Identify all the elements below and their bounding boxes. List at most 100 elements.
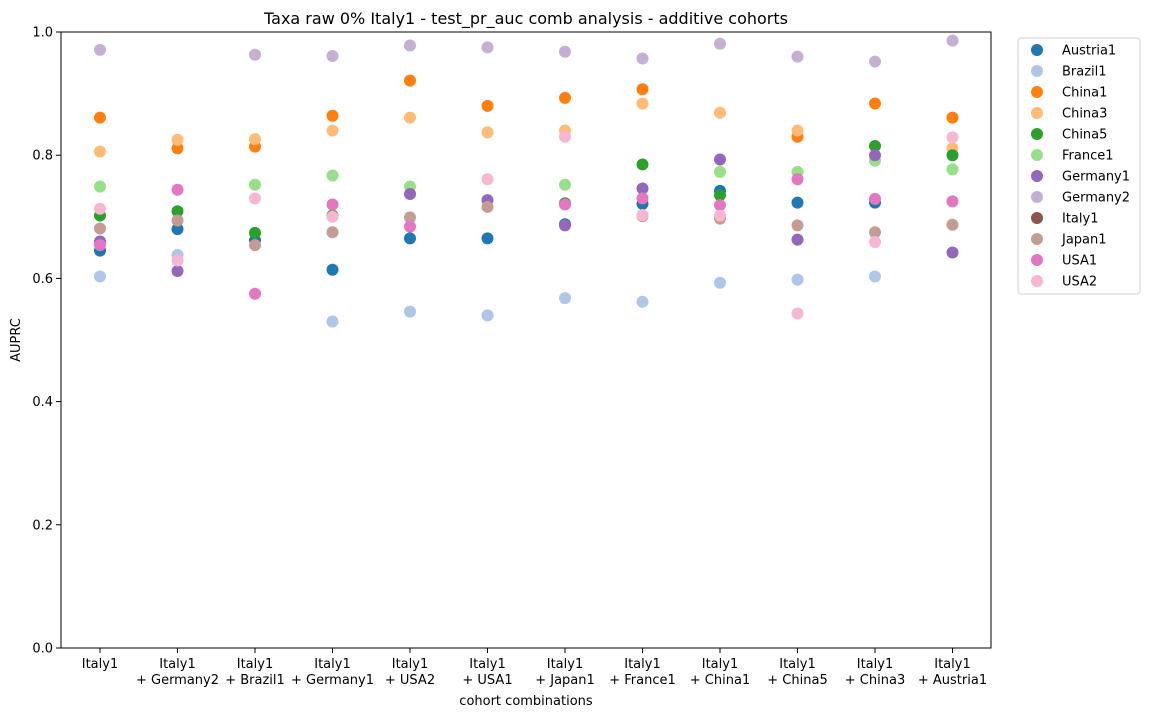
y-tick-label: 1.0 (32, 26, 53, 41)
legend-marker (1031, 128, 1043, 140)
data-point (404, 39, 416, 52)
legend-label: Austria1 (1062, 44, 1116, 59)
x-tick-label-line: Italy1 (82, 657, 118, 672)
x-tick-label-line: Italy1 (857, 657, 893, 672)
x-tick-label: Italy1 + China3 (845, 657, 905, 688)
data-point (94, 222, 106, 235)
legend-label: Germany1 (1062, 170, 1130, 185)
legend-label: USA1 (1062, 254, 1097, 269)
data-point (714, 189, 726, 202)
data-point (481, 126, 494, 139)
x-tick-label-line: + China3 (845, 673, 905, 688)
data-point (946, 149, 959, 162)
x-tick-label-line: + Japan1 (535, 673, 595, 688)
data-point (94, 202, 106, 215)
x-tick-label-line: + Austria1 (918, 673, 987, 688)
data-point (481, 173, 494, 186)
series-usa1 (94, 173, 959, 300)
data-point (171, 142, 184, 155)
legend-label: China5 (1062, 128, 1107, 143)
x-tick-label: Italy1 + USA1 (462, 657, 512, 688)
y-axis-label: AUPRC (9, 318, 24, 362)
x-tick-label: Italy1 + China5 (767, 657, 827, 688)
data-point (404, 111, 416, 124)
data-point (946, 111, 959, 124)
x-tick-label: Italy1 + France1 (609, 657, 676, 688)
data-point (791, 307, 804, 320)
data-point (171, 205, 184, 218)
data-point (326, 263, 339, 276)
data-point (791, 273, 804, 286)
data-point (481, 41, 494, 54)
data-point (636, 192, 649, 205)
data-point (869, 192, 881, 205)
data-point (94, 43, 106, 56)
data-point (326, 169, 339, 182)
data-point (636, 295, 649, 308)
data-point (791, 196, 804, 209)
x-tick-label-line: Italy1 (469, 657, 505, 672)
x-tick-label: Italy1 + China1 (690, 657, 750, 688)
legend-label: Japan1 (1061, 233, 1107, 248)
x-tick-label-line: Italy1 (624, 657, 660, 672)
plot-area (60, 31, 992, 649)
data-point (481, 232, 494, 245)
data-point (326, 124, 339, 137)
legend-label: Brazil1 (1062, 65, 1107, 80)
legend-marker (1031, 191, 1043, 203)
series-japan1 (94, 200, 959, 252)
legend-label: China3 (1062, 107, 1107, 122)
x-tick-label-line: + China5 (767, 673, 827, 688)
data-point (249, 48, 261, 61)
data-point (559, 219, 571, 232)
legend-label: USA2 (1062, 275, 1097, 290)
data-point (946, 218, 959, 231)
data-point (714, 106, 726, 119)
data-point (326, 210, 339, 223)
legend: Austria1 Brazil1 China1 China3 China5 France1… (1017, 37, 1141, 295)
data-point (249, 178, 261, 191)
y-axis: 0.0 0.2 0.4 0.6 0.8 1.0 (32, 26, 61, 657)
data-points (94, 34, 959, 328)
series-germany2 (94, 34, 959, 68)
data-point (404, 305, 416, 318)
data-point (171, 223, 184, 236)
legend-label: Italy1 (1062, 212, 1098, 227)
legend-marker (1031, 275, 1043, 287)
data-point (404, 188, 416, 201)
data-point (714, 209, 726, 222)
chart-title: Taxa raw 0% Italy1 - test_pr_auc comb an… (263, 9, 788, 29)
data-point (94, 111, 106, 124)
data-point (636, 208, 649, 221)
legend-marker (1031, 107, 1043, 119)
x-axis-label: cohort combinations (459, 694, 593, 709)
x-tick-label: Italy1 + Brazil1 (225, 657, 285, 688)
data-point (481, 99, 494, 112)
y-tick-label: 0.8 (32, 149, 53, 164)
x-tick-label-line: + Germany1 (291, 673, 374, 688)
data-point (326, 315, 339, 328)
data-point (559, 45, 571, 58)
x-tick-label-line: Italy1 (934, 657, 970, 672)
data-point (791, 219, 804, 232)
legend-marker (1031, 149, 1043, 161)
legend-marker (1031, 233, 1043, 245)
legend-marker (1031, 170, 1043, 182)
data-point (869, 236, 881, 249)
data-point (946, 163, 959, 176)
legend-marker (1031, 65, 1043, 77)
data-point (559, 91, 571, 104)
data-point (171, 214, 184, 227)
y-tick-label: 0.2 (32, 518, 53, 533)
data-point (171, 265, 184, 278)
data-point (791, 173, 804, 186)
legend-marker (1031, 44, 1043, 56)
data-point (94, 270, 106, 283)
data-point (481, 200, 494, 213)
x-tick-label-line: Italy1 (314, 657, 350, 672)
series-china5 (94, 139, 959, 239)
x-tick-label-line: Italy1 (159, 657, 195, 672)
data-point (326, 109, 339, 122)
legend-label: China1 (1062, 86, 1107, 101)
data-point (869, 226, 881, 239)
